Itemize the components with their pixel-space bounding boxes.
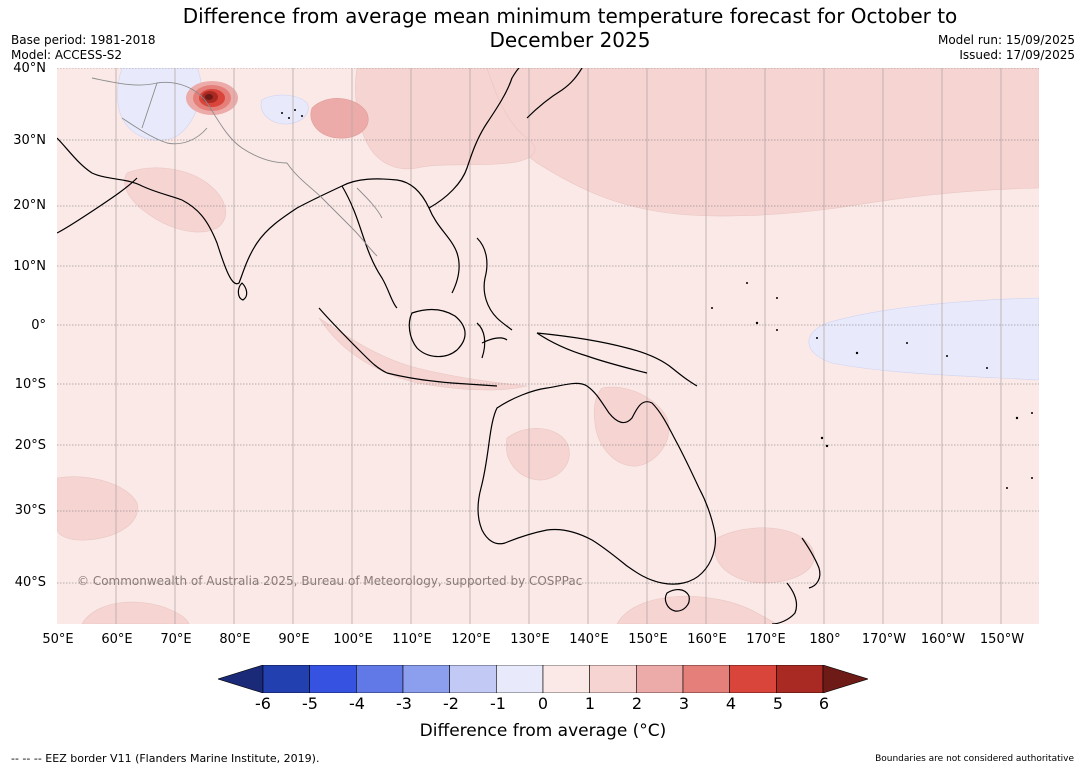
lat-label: 20°N	[13, 198, 46, 213]
colorbar-tick: -3	[396, 694, 412, 713]
lon-label: 160°E	[687, 632, 727, 647]
meridians	[115, 68, 1002, 624]
colorbar-swatch	[496, 665, 544, 693]
colorbar-label: Difference from average (°C)	[419, 721, 667, 741]
lon-label: 80°E	[219, 632, 251, 647]
lon-label: 60°E	[101, 632, 133, 647]
pacific-islands	[281, 109, 1033, 489]
coral-sea-warm-region	[593, 386, 670, 467]
colorbar-swatch	[542, 665, 590, 693]
colorbar-tick: 3	[678, 694, 690, 713]
colorbar-swatch	[402, 665, 450, 693]
lat-label: 10°N	[13, 259, 46, 274]
colorbar-tick: -1	[490, 694, 506, 713]
indonesia-warm-region	[318, 317, 528, 391]
china-warm-region	[355, 68, 536, 170]
copyright-notice: © Commonwealth of Australia 2025, Bureau…	[77, 574, 583, 588]
lon-label: 50°E	[42, 632, 74, 647]
colorbar-tick: -6	[255, 694, 271, 713]
lat-label: 30°S	[14, 503, 46, 518]
colorbar-tick: 2	[631, 694, 643, 713]
colorbar-tick: 5	[772, 694, 784, 713]
lat-label: 40°S	[14, 575, 46, 590]
lon-label: 180°	[809, 632, 841, 647]
australia-warm-region	[505, 428, 570, 481]
lon-label: 160°W	[920, 632, 966, 647]
colorbar-swatch	[636, 665, 684, 693]
colorbar-swatch	[218, 665, 264, 693]
coastlines	[57, 68, 821, 624]
forecast-map	[57, 68, 1039, 624]
colorbar-swatch	[356, 665, 404, 693]
colorbar-tick: 1	[584, 694, 596, 713]
lon-label: 150°E	[628, 632, 668, 647]
issued-date: Issued: 17/09/2025	[959, 48, 1075, 62]
indian-ocean-warm-region	[57, 476, 138, 541]
lon-label: 130°E	[510, 632, 550, 647]
pacific-cool-region	[808, 297, 1039, 381]
map-title: Difference from average mean minimum tem…	[182, 4, 958, 52]
lat-label: 30°N	[13, 133, 46, 148]
lon-label: 170°E	[746, 632, 786, 647]
model-name: Model: ACCESS-S2	[11, 48, 123, 62]
himalaya-hot-spot	[186, 81, 238, 115]
colorbar-swatch	[262, 665, 310, 693]
base-period: Base period: 1981-2018	[11, 33, 156, 47]
colorbar	[218, 665, 868, 693]
lon-label: 70°E	[160, 632, 192, 647]
colorbar-swatch	[309, 665, 357, 693]
colorbar-tick: 6	[818, 694, 830, 713]
colorbar-tick: -4	[349, 694, 365, 713]
lon-label: 170°W	[861, 632, 907, 647]
tibet-cool-region	[260, 94, 309, 125]
lat-label: 40°N	[13, 61, 46, 76]
colorbar-tick: -2	[443, 694, 459, 713]
tasman-warm-region	[714, 527, 815, 584]
north-pacific-warm-region	[486, 68, 1039, 217]
colorbar-swatch	[682, 665, 730, 693]
lat-label: 0°	[31, 318, 46, 333]
colorbar-swatch	[822, 665, 868, 693]
lon-label: 110°E	[392, 632, 432, 647]
colorbar-tick: 0	[537, 694, 549, 713]
colorbar-swatch	[729, 665, 777, 693]
lon-label: 150°W	[979, 632, 1025, 647]
colorbar-swatch	[449, 665, 497, 693]
southern-warm-region	[81, 601, 190, 624]
map-canvas	[57, 68, 1039, 624]
colorbar-swatch	[776, 665, 824, 693]
base-info: Base period: 1981-2018 Model: ACCESS-S2	[11, 33, 156, 63]
lon-label: 100°E	[333, 632, 373, 647]
lon-label: 90°E	[278, 632, 310, 647]
lat-label: 20°S	[14, 438, 46, 453]
lat-label: 10°S	[14, 377, 46, 392]
lon-label: 120°E	[451, 632, 491, 647]
eez-note: -- -- -- EEZ border V11 (Flanders Marine…	[11, 752, 320, 765]
colorbar-swatches	[218, 665, 868, 693]
colorbar-tick: 4	[725, 694, 737, 713]
run-info: Model run: 15/09/2025 Issued: 17/09/2025	[938, 33, 1075, 63]
lon-label: 140°E	[569, 632, 609, 647]
tibet-warm-region	[310, 98, 369, 139]
colorbar-swatch	[589, 665, 637, 693]
boundaries-note: Boundaries are not considered authoritat…	[875, 754, 1074, 764]
country-borders	[91, 77, 383, 257]
colorbar-tick: -5	[302, 694, 318, 713]
model-run: Model run: 15/09/2025	[937, 33, 1075, 47]
